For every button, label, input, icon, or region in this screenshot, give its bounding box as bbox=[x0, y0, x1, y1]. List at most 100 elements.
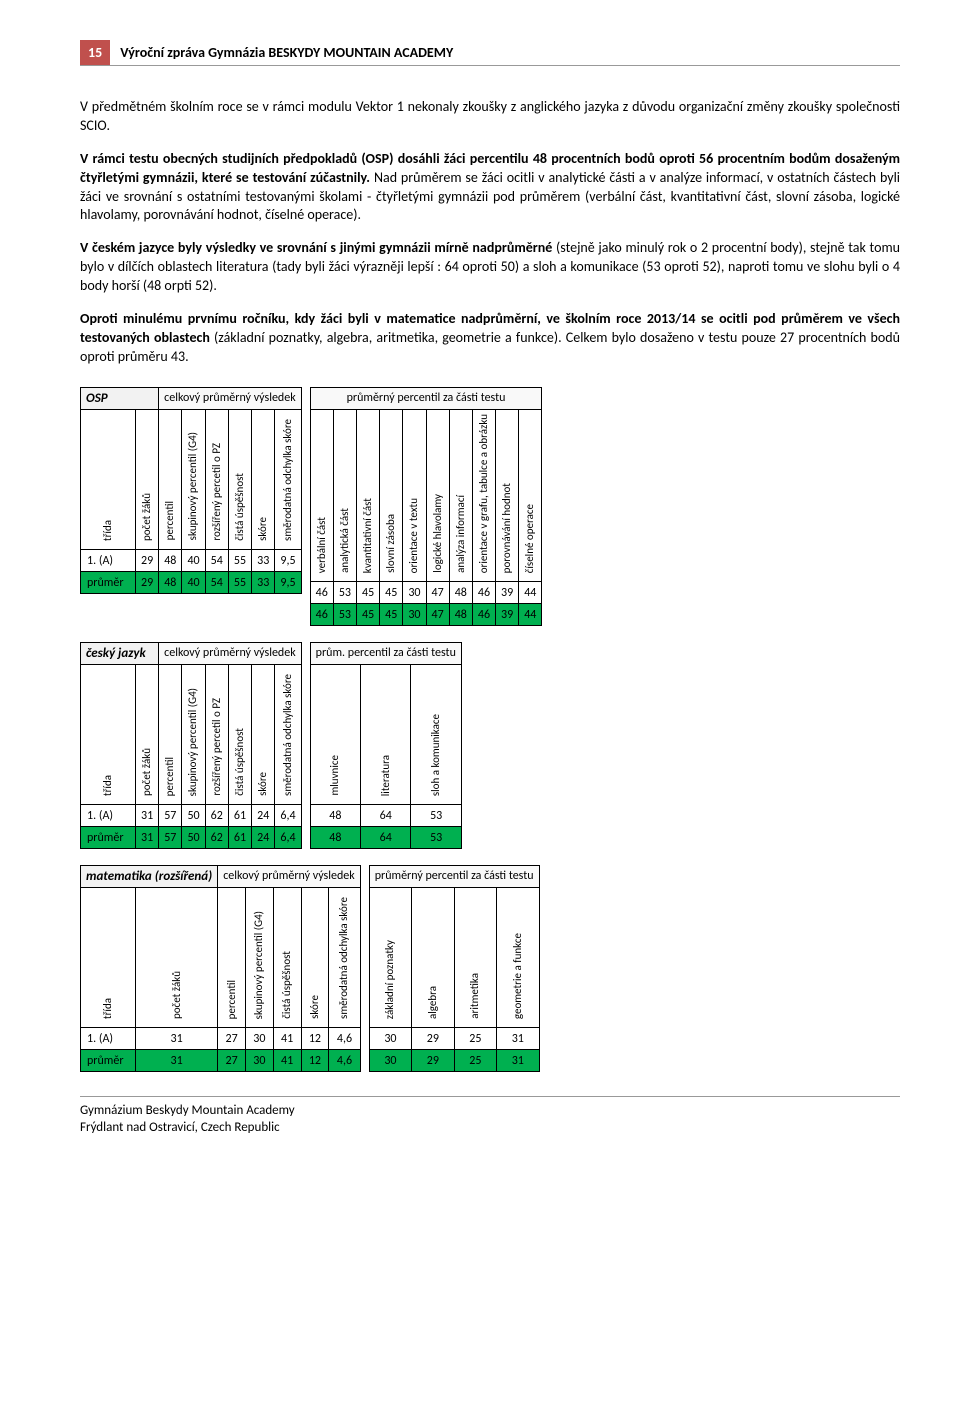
cell: 25 bbox=[454, 1027, 496, 1049]
col-header: algebra bbox=[412, 887, 454, 1027]
cell: 64 bbox=[361, 826, 411, 848]
col-header: percentil bbox=[159, 409, 182, 549]
row-label: průměr bbox=[81, 826, 136, 848]
cell: 48 bbox=[310, 804, 360, 826]
cell: 45 bbox=[357, 603, 380, 625]
cell: 57 bbox=[159, 804, 182, 826]
cell: 55 bbox=[228, 571, 251, 593]
cell: 47 bbox=[426, 603, 449, 625]
section-header: prům. percentil za části testu bbox=[310, 642, 461, 664]
cell: 62 bbox=[205, 826, 228, 848]
paragraph-2: V rámci testu obecných studijních předpo… bbox=[80, 150, 900, 226]
col-header: skupinový percentil (G4) bbox=[182, 409, 205, 549]
col-header: logické hlavolamy bbox=[426, 409, 449, 581]
cell: 53 bbox=[411, 804, 461, 826]
table-group-cesky-jazyk: český jazykcelkový průměrný výsledektříd… bbox=[80, 642, 900, 849]
col-header: percentil bbox=[159, 664, 182, 804]
col-header: čistá úspěšnost bbox=[228, 664, 251, 804]
table-row: 30292531 bbox=[369, 1049, 539, 1071]
col-header: čistá úspěšnost bbox=[273, 887, 301, 1027]
cell: 31 bbox=[497, 1027, 540, 1049]
section-header: průměrný percentil za části testu bbox=[369, 865, 539, 887]
cell: 4,6 bbox=[329, 1049, 360, 1071]
footer-line-1: Gymnázium Beskydy Mountain Academy bbox=[80, 1103, 900, 1120]
p3-bold: V českém jazyce byly výsledky ve srovnán… bbox=[80, 239, 552, 256]
col-header: počet žáků bbox=[136, 664, 159, 804]
col-header: třída bbox=[81, 409, 136, 549]
cell: 44 bbox=[519, 603, 542, 625]
col-header: verbální část bbox=[310, 409, 333, 581]
section-header: celkový průměrný výsledek bbox=[218, 865, 360, 887]
cell: 53 bbox=[333, 581, 356, 603]
cell: 54 bbox=[205, 571, 228, 593]
paragraph-1: V předmětném školním roce se v rámci mod… bbox=[80, 98, 900, 136]
col-header: mluvnice bbox=[310, 664, 360, 804]
cell: 33 bbox=[252, 549, 275, 571]
cell: 31 bbox=[136, 1027, 218, 1049]
cell: 30 bbox=[245, 1049, 273, 1071]
section-header: celkový průměrný výsledek bbox=[159, 387, 301, 409]
cell: 4,6 bbox=[329, 1027, 360, 1049]
page-title: Výroční zpráva Gymnázia BESKYDY MOUNTAIN… bbox=[110, 40, 463, 65]
cell: 39 bbox=[496, 603, 519, 625]
cell: 30 bbox=[403, 581, 426, 603]
cell: 41 bbox=[273, 1049, 301, 1071]
cell: 46 bbox=[310, 603, 333, 625]
row-label: průměr bbox=[81, 571, 136, 593]
cell: 12 bbox=[301, 1049, 329, 1071]
subject-header: matematika (rozšířená) bbox=[81, 865, 218, 887]
cell: 45 bbox=[380, 603, 403, 625]
cell: 30 bbox=[369, 1049, 411, 1071]
col-header: směrodatná odchylka skóre bbox=[275, 664, 301, 804]
cell: 9,5 bbox=[275, 549, 301, 571]
table-row: 1. (A)3157506261246,4 bbox=[81, 804, 302, 826]
col-header: počet žáků bbox=[136, 409, 159, 549]
cell: 31 bbox=[497, 1049, 540, 1071]
col-header: slovní zásoba bbox=[380, 409, 403, 581]
row-label: průměr bbox=[81, 1049, 136, 1071]
cell: 45 bbox=[357, 581, 380, 603]
result-table-right: průměrný percentil za části testuzákladn… bbox=[369, 865, 540, 1072]
page-header: 15 Výroční zpráva Gymnázia BESKYDY MOUNT… bbox=[80, 40, 900, 66]
cell: 29 bbox=[136, 549, 159, 571]
row-label: 1. (A) bbox=[81, 1027, 136, 1049]
cell: 53 bbox=[411, 826, 461, 848]
cell: 54 bbox=[205, 549, 228, 571]
col-header: percentil bbox=[218, 887, 246, 1027]
cell: 30 bbox=[403, 603, 426, 625]
col-header: aritmetika bbox=[454, 887, 496, 1027]
col-header: počet žáků bbox=[136, 887, 218, 1027]
cell: 31 bbox=[136, 1049, 218, 1071]
result-table-left: český jazykcelkový průměrný výsledektříd… bbox=[80, 642, 302, 849]
cell: 48 bbox=[310, 826, 360, 848]
cell: 50 bbox=[182, 826, 205, 848]
col-header: kvantitativní část bbox=[357, 409, 380, 581]
cell: 55 bbox=[228, 549, 251, 571]
col-header: analýza informací bbox=[449, 409, 472, 581]
result-table-left: OSPcelkový průměrný výsledektřídapočet ž… bbox=[80, 387, 302, 594]
cell: 48 bbox=[159, 571, 182, 593]
cell: 62 bbox=[205, 804, 228, 826]
page-footer: Gymnázium Beskydy Mountain Academy Frýdl… bbox=[80, 1096, 900, 1137]
paragraph-4: Oproti minulému prvnímu ročníku, kdy žác… bbox=[80, 310, 900, 367]
cell: 31 bbox=[136, 804, 159, 826]
cell: 48 bbox=[449, 581, 472, 603]
table-row: průměr3157506261246,4 bbox=[81, 826, 302, 848]
col-header: čistá úspěšnost bbox=[228, 409, 251, 549]
col-header: skupinový percentil (G4) bbox=[182, 664, 205, 804]
page-number-badge: 15 bbox=[80, 40, 110, 65]
paragraph-3: V českém jazyce byly výsledky ve srovnán… bbox=[80, 239, 900, 296]
cell: 40 bbox=[182, 549, 205, 571]
row-label: 1. (A) bbox=[81, 549, 136, 571]
table-group-matematika: matematika (rozšířená)celkový průměrný v… bbox=[80, 865, 900, 1072]
footer-line-2: Frýdlant nad Ostravicí, Czech Republic bbox=[80, 1120, 900, 1137]
col-header: základní poznatky bbox=[369, 887, 411, 1027]
cell: 12 bbox=[301, 1027, 329, 1049]
col-header: sloh a komunikace bbox=[411, 664, 461, 804]
cell: 46 bbox=[310, 581, 333, 603]
col-header: třída bbox=[81, 887, 136, 1027]
subject-header: český jazyk bbox=[81, 642, 159, 664]
cell: 30 bbox=[369, 1027, 411, 1049]
cell: 24 bbox=[252, 804, 275, 826]
col-header: skóre bbox=[252, 664, 275, 804]
